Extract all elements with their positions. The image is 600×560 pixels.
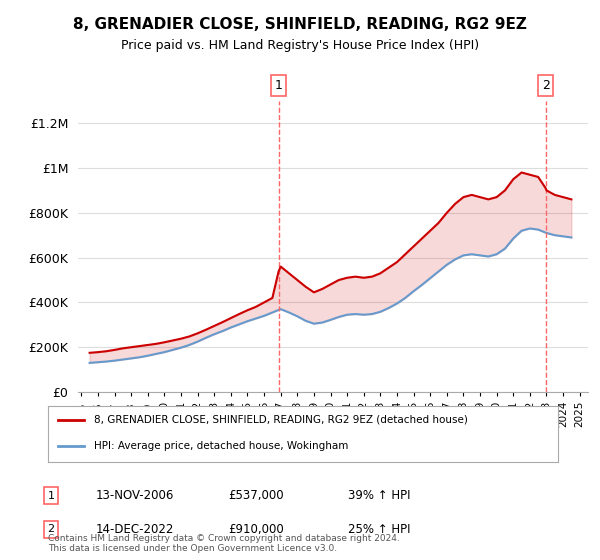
Text: 8, GRENADIER CLOSE, SHINFIELD, READING, RG2 9EZ: 8, GRENADIER CLOSE, SHINFIELD, READING, … — [73, 17, 527, 32]
Text: HPI: Average price, detached house, Wokingham: HPI: Average price, detached house, Woki… — [94, 441, 348, 451]
Text: 8, GRENADIER CLOSE, SHINFIELD, READING, RG2 9EZ (detached house): 8, GRENADIER CLOSE, SHINFIELD, READING, … — [94, 415, 468, 425]
Text: Contains HM Land Registry data © Crown copyright and database right 2024.
This d: Contains HM Land Registry data © Crown c… — [48, 534, 400, 553]
Text: 39% ↑ HPI: 39% ↑ HPI — [348, 489, 410, 502]
Text: Price paid vs. HM Land Registry's House Price Index (HPI): Price paid vs. HM Land Registry's House … — [121, 39, 479, 52]
Text: £910,000: £910,000 — [228, 522, 284, 536]
Text: 14-DEC-2022: 14-DEC-2022 — [96, 522, 175, 536]
Text: £537,000: £537,000 — [228, 489, 284, 502]
Text: 1: 1 — [275, 79, 283, 92]
Text: 25% ↑ HPI: 25% ↑ HPI — [348, 522, 410, 536]
Text: 1: 1 — [47, 491, 55, 501]
Text: 13-NOV-2006: 13-NOV-2006 — [96, 489, 175, 502]
Text: 2: 2 — [542, 79, 550, 92]
Text: 2: 2 — [47, 524, 55, 534]
